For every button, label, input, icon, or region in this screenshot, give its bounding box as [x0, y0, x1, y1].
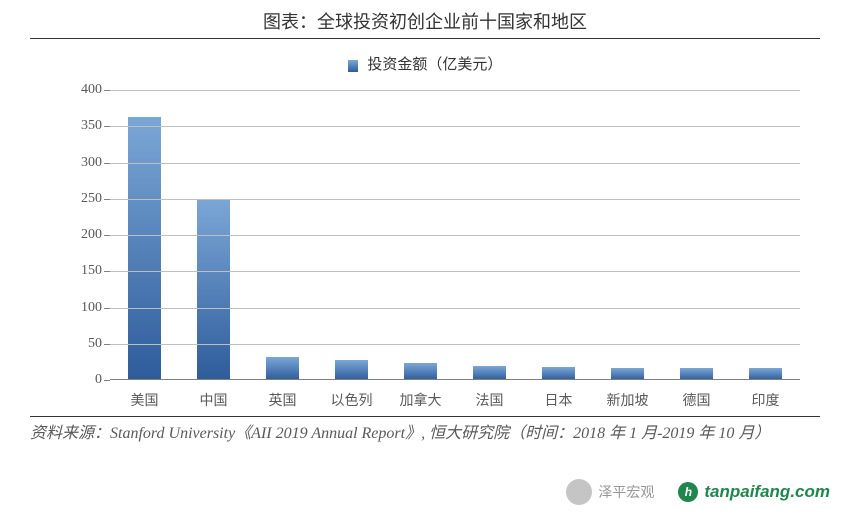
watermark-zeping-label: 泽平宏观	[598, 482, 654, 502]
x-tick-label: 加拿大	[386, 384, 455, 410]
x-tick-label: 以色列	[317, 384, 386, 410]
gridline	[110, 308, 800, 309]
logo-badge-icon: h	[678, 482, 698, 502]
y-tick-label: 100	[60, 300, 102, 316]
y-tick-mark	[104, 199, 110, 200]
x-tick-label: 印度	[731, 384, 800, 410]
watermark-tanpaifang: h tanpaifang.com	[678, 482, 830, 502]
x-tick-label: 日本	[524, 384, 593, 410]
gridline	[110, 163, 800, 164]
legend-label: 投资金额（亿美元）	[367, 57, 502, 73]
y-tick-mark	[104, 126, 110, 127]
gridline	[110, 90, 800, 91]
bar	[473, 366, 506, 381]
watermark-tanpaifang-label: tanpaifang.com	[704, 482, 830, 502]
gridline	[110, 126, 800, 127]
bar-chart: 050100150200250300350400 美国中国英国以色列加拿大法国日…	[70, 80, 810, 410]
y-tick-label: 250	[60, 191, 102, 207]
bar	[266, 357, 299, 380]
y-tick-label: 150	[60, 263, 102, 279]
gridline	[110, 235, 800, 236]
y-tick-mark	[104, 163, 110, 164]
x-tick-label: 美国	[110, 384, 179, 410]
y-tick-label: 400	[60, 82, 102, 98]
y-tick-mark	[104, 308, 110, 309]
gridline	[110, 271, 800, 272]
bar	[197, 199, 230, 380]
legend-swatch	[348, 60, 358, 72]
x-tick-label: 中国	[179, 384, 248, 410]
chart-title: 图表：全球投资初创企业前十国家和地区	[0, 0, 850, 38]
y-tick-label: 300	[60, 155, 102, 171]
watermarks: 泽平宏观 h tanpaifang.com	[566, 479, 830, 505]
gridline	[110, 199, 800, 200]
y-tick-label: 200	[60, 227, 102, 243]
x-axis-line	[110, 379, 800, 380]
y-tick-mark	[104, 90, 110, 91]
watermark-zeping: 泽平宏观	[566, 479, 654, 505]
source-text: 资料来源：Stanford University《AII 2019 Annual…	[0, 417, 850, 447]
x-axis-labels: 美国中国英国以色列加拿大法国日本新加坡德国印度	[110, 384, 800, 410]
y-tick-label: 350	[60, 118, 102, 134]
bar	[404, 363, 437, 380]
y-tick-mark	[104, 380, 110, 381]
bar	[335, 360, 368, 380]
x-tick-label: 德国	[662, 384, 731, 410]
y-tick-label: 0	[60, 372, 102, 388]
y-tick-mark	[104, 271, 110, 272]
bar	[128, 117, 161, 380]
avatar-icon	[566, 479, 592, 505]
y-tick-mark	[104, 235, 110, 236]
x-tick-label: 法国	[455, 384, 524, 410]
gridline	[110, 344, 800, 345]
y-tick-label: 50	[60, 336, 102, 352]
legend: 投资金额（亿美元）	[0, 39, 850, 80]
x-tick-label: 新加坡	[593, 384, 662, 410]
plot-area: 050100150200250300350400	[110, 90, 800, 380]
x-tick-label: 英国	[248, 384, 317, 410]
y-tick-mark	[104, 344, 110, 345]
